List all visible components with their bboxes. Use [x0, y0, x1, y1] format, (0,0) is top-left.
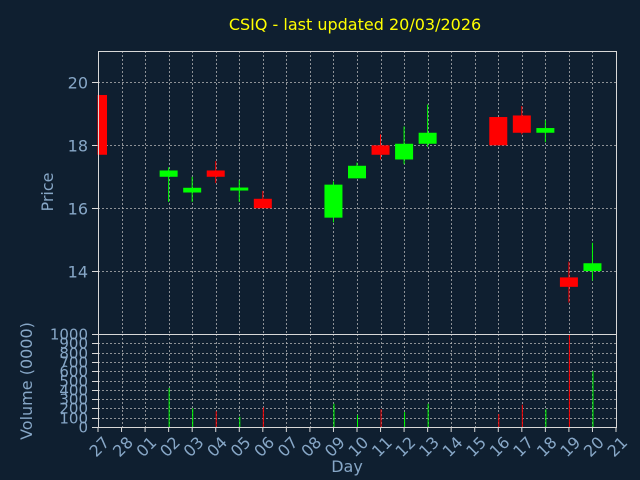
volume-tick-label-100: 100 [59, 410, 88, 428]
candle-04 [206, 161, 225, 184]
candle-body-02 [159, 170, 178, 177]
candle-11 [371, 134, 390, 160]
candle-body-06 [253, 198, 272, 209]
candle-body-12 [395, 143, 414, 160]
candle-body-03 [183, 187, 202, 193]
price-tick-label-16: 16 [68, 200, 88, 219]
candle-body-20 [583, 263, 602, 272]
volume-tick-label-400: 400 [59, 382, 88, 400]
volume-bars [168, 334, 594, 427]
candle-body-10 [348, 165, 366, 179]
candle-17 [512, 106, 531, 135]
price-tick-label-18: 18 [68, 137, 88, 156]
candle-body-09 [324, 184, 343, 218]
volume-tick-label-800: 800 [59, 345, 88, 363]
price-axis-label: Price [38, 172, 57, 211]
volume-tick-label-900: 900 [59, 335, 88, 353]
candle-09 [324, 181, 343, 223]
candle-20 [583, 242, 602, 281]
volume-tick-label-600: 600 [59, 363, 88, 381]
candle-27 [97, 95, 107, 155]
candle-03 [183, 176, 202, 202]
candle-06 [253, 190, 272, 209]
volume-tick-label-500: 500 [59, 373, 88, 391]
volume-tick-label-300: 300 [59, 391, 88, 409]
candle-body-17 [512, 115, 531, 133]
candle-body-16 [489, 117, 508, 146]
volume-tick-label-700: 700 [59, 354, 88, 372]
candlesticks [97, 95, 602, 303]
candle-body-19 [559, 277, 578, 287]
candle-body-05 [230, 187, 249, 191]
candle-16 [489, 117, 508, 146]
x-axis-label: Day [331, 457, 363, 476]
candle-19 [559, 261, 578, 303]
candle-body-11 [371, 145, 390, 155]
candle-12 [395, 126, 414, 165]
price-tick-label-20: 20 [68, 74, 88, 93]
price-tick-label-14: 14 [68, 263, 88, 282]
candle-02 [159, 167, 178, 202]
volume-tick-label-1000: 1000 [50, 326, 88, 344]
volume-tick-label-0: 0 [78, 419, 88, 437]
candle-13 [418, 104, 437, 147]
candle-18 [536, 120, 555, 143]
chart-title: CSIQ - last updated 20/03/2026 [229, 15, 481, 34]
candle-body-18 [536, 128, 555, 133]
candle-body-13 [418, 132, 437, 144]
volume-tick-label-200: 200 [59, 400, 88, 418]
volume-axis-label: Volume (0000) [17, 322, 36, 440]
candle-body-04 [206, 170, 225, 177]
price-y-ticks: 14 16 18 20 [68, 74, 98, 282]
candle-05 [230, 179, 249, 202]
candle-body-27 [99, 95, 107, 155]
candle-10 [348, 162, 366, 179]
